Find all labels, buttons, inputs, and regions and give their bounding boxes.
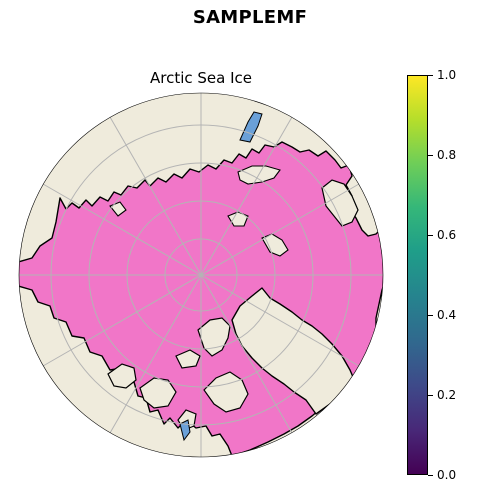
colorbar-tick-mark <box>428 474 433 476</box>
new-siberian-islands <box>109 201 127 217</box>
victoria-island <box>139 377 177 409</box>
colorbar-tick-mark <box>428 314 433 316</box>
colorbar-tick-mark <box>428 154 433 156</box>
banks-island <box>107 363 137 389</box>
map-boundary <box>18 92 384 458</box>
colorbar <box>407 75 428 475</box>
colorbar-tick-label: 0.6 <box>437 228 457 242</box>
colorbar-tick-label: 0.2 <box>437 388 457 402</box>
graticule <box>19 93 383 457</box>
colorbar-tick-label: 0.0 <box>437 468 457 482</box>
figure-title: SAMPLEMF <box>192 7 308 28</box>
colorbar-tick-label: 0.4 <box>437 308 457 322</box>
ice-edge-water-south <box>179 419 191 442</box>
ellesmere-island <box>197 317 231 357</box>
ice-edge-water <box>239 111 263 143</box>
svalbard-island <box>321 179 359 227</box>
colorbar-tick-label: 0.8 <box>437 148 457 162</box>
map-title: Arctic Sea Ice <box>149 69 253 87</box>
colorbar-tick-mark <box>428 74 433 76</box>
colorbar-tick-label: 1.0 <box>437 68 457 82</box>
devon-island <box>175 349 201 369</box>
colorbar-tick-mark <box>428 234 433 236</box>
baffin-island <box>203 371 249 413</box>
colorbar-tick-mark <box>428 394 433 396</box>
